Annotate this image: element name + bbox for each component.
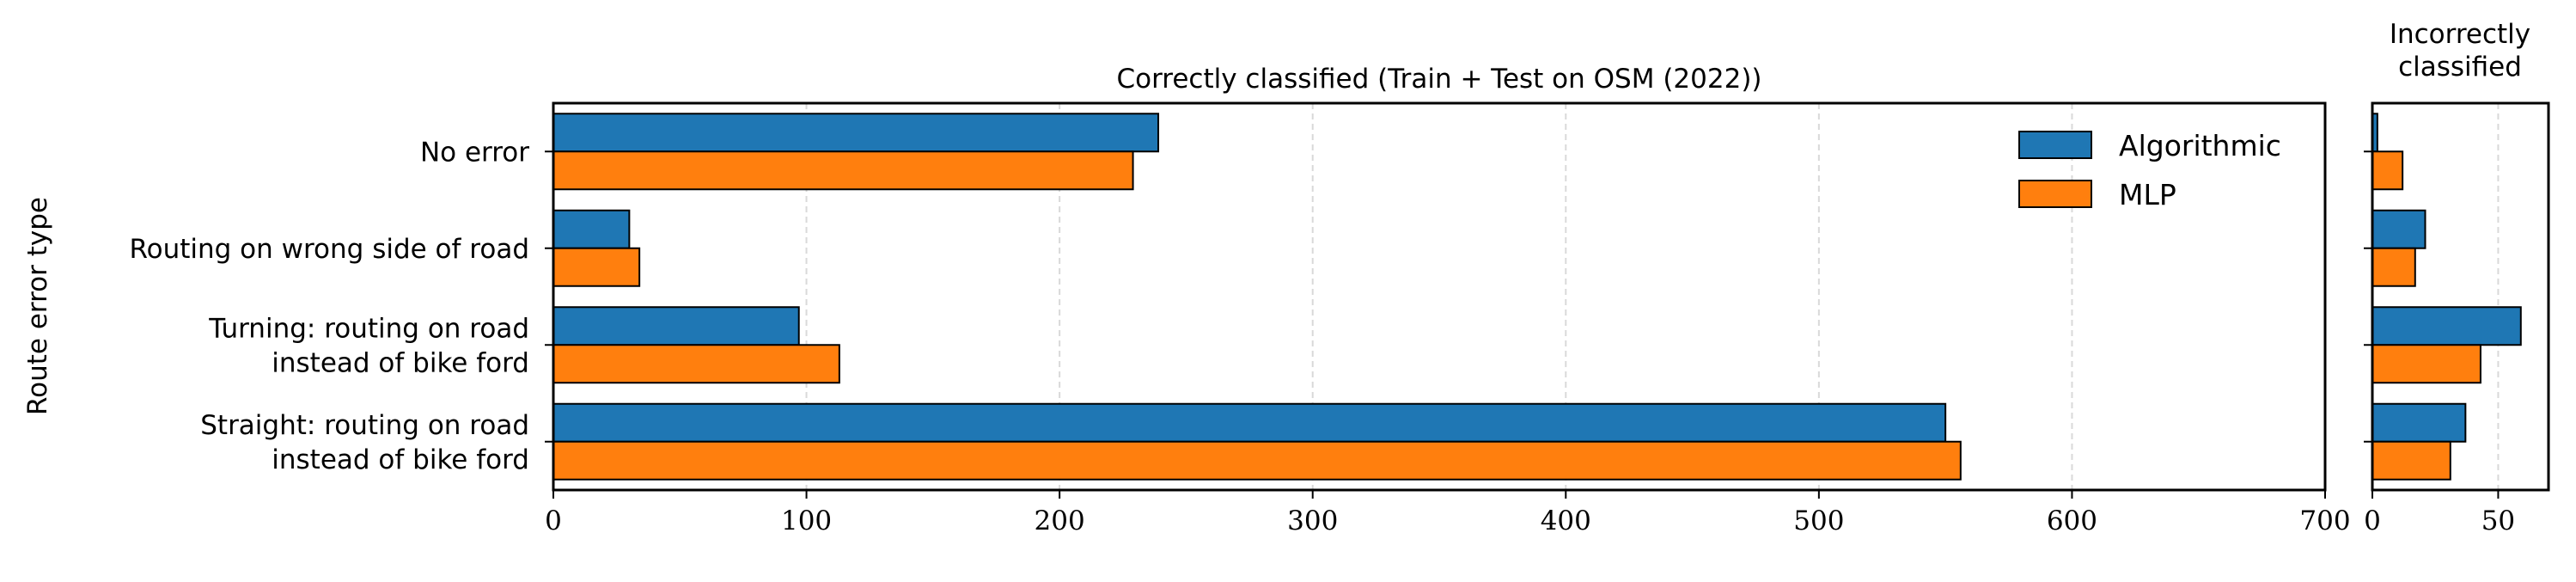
main-bar-mlp <box>552 150 1134 191</box>
legend-swatch-mlp <box>2018 180 2092 208</box>
main-chart-title: Correctly classified (Train + Test on OS… <box>1116 64 1761 95</box>
main-x-tick-label: 500 <box>1793 505 1844 536</box>
y-category-label: Routing on wrong side of road <box>129 234 529 265</box>
main-x-tick-label: 200 <box>1035 505 1085 536</box>
main-x-tick-label: 300 <box>1287 505 1338 536</box>
side-bar-mlp <box>2372 150 2404 191</box>
y-category-label: Straight: routing on road instead of bike… <box>200 410 529 475</box>
side-x-ticks: 0 50 <box>2364 490 2515 536</box>
legend-label-mlp: MLP <box>2119 178 2176 211</box>
y-axis-label: Route error type <box>22 197 53 415</box>
legend-label-algorithmic: Algorithmic <box>2119 129 2281 162</box>
side-bar-algorithmic <box>2372 306 2522 346</box>
side-bar-mlp <box>2372 247 2416 287</box>
main-x-ticks: 0 100 200 300 400 500 600 700 <box>545 490 2351 536</box>
main-bar-mlp <box>552 344 840 384</box>
y-category-label: No error <box>420 137 529 168</box>
side-y-ticks <box>2364 150 2372 443</box>
legend: Algorithmic MLP <box>2018 129 2281 211</box>
side-axes-frame <box>2371 101 2550 492</box>
main-bar-mlp <box>552 247 641 287</box>
main-bars <box>552 113 1962 481</box>
side-chart-title: Incorrectly classified <box>2390 19 2530 83</box>
main-y-ticks: No error Routing on wrong side of road Tur… <box>129 137 553 475</box>
main-x-tick-label: 700 <box>2299 505 2350 536</box>
main-bar-algorithmic <box>552 209 631 249</box>
side-bar-algorithmic <box>2372 209 2426 249</box>
main-bar-algorithmic <box>552 113 1160 153</box>
main-x-tick-label: 100 <box>781 505 832 536</box>
main-bar-algorithmic <box>552 306 800 346</box>
side-bar-mlp <box>2372 440 2451 481</box>
main-chart-panel: 0 100 200 300 400 500 600 700 No error Routing o… <box>129 64 2350 536</box>
side-chart-panel: 0 50 Incorrectly classified <box>2364 19 2550 536</box>
y-axis-label-text: Route error type <box>22 197 53 415</box>
main-axes-frame <box>552 101 2327 492</box>
main-bar-algorithmic <box>552 402 1947 443</box>
side-bar-mlp <box>2372 344 2481 384</box>
side-x-tick-label: 50 <box>2481 505 2515 536</box>
side-x-tick-label: 0 <box>2364 505 2381 536</box>
main-x-tick-label: 600 <box>2047 505 2097 536</box>
main-x-tick-label: 400 <box>1541 505 1591 536</box>
main-x-tick-label: 0 <box>545 505 562 536</box>
y-category-label: Turning: routing on road instead of bike … <box>208 313 529 378</box>
main-bar-mlp <box>552 440 1962 481</box>
legend-swatch-algorithmic <box>2018 131 2092 159</box>
side-bar-algorithmic <box>2372 402 2467 443</box>
